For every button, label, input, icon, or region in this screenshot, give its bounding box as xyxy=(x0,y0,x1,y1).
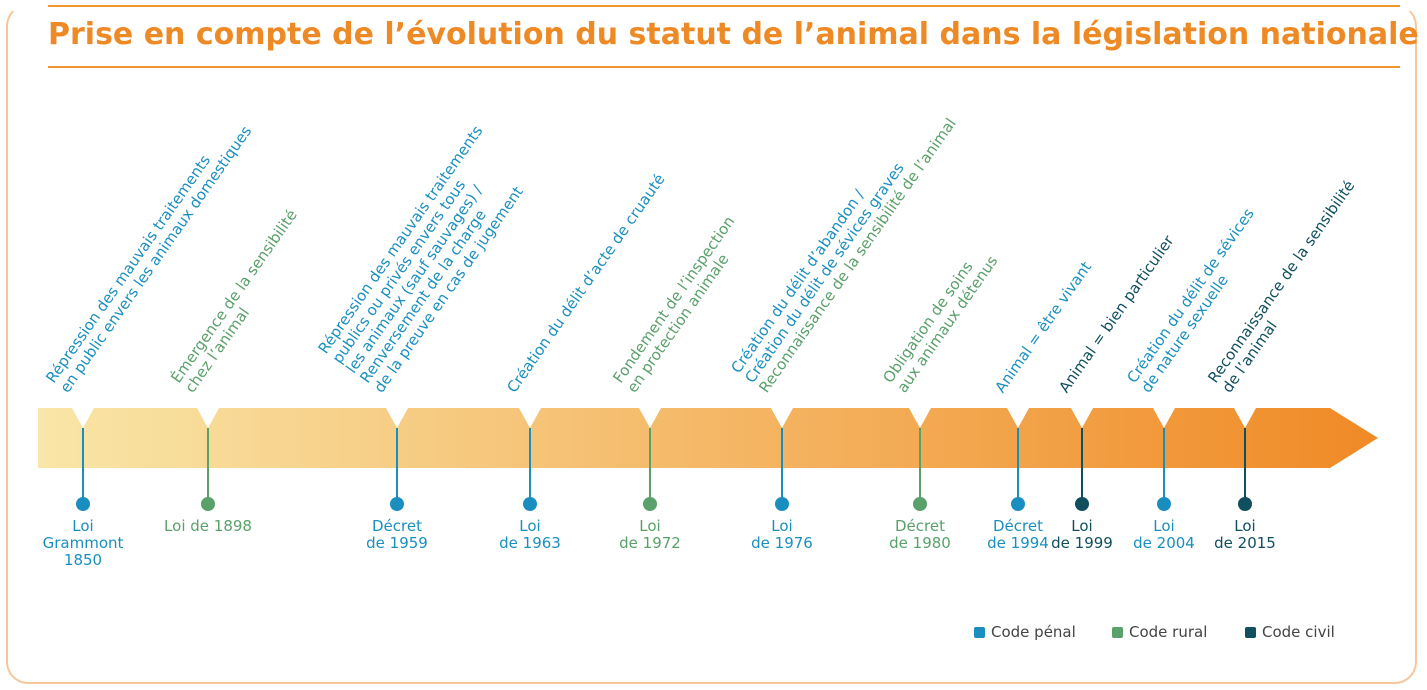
event-date-line: de 2004 xyxy=(1133,534,1195,552)
legend-item-penal: Code pénal xyxy=(974,623,1076,641)
event-date-line: Loi xyxy=(1071,517,1093,535)
legend-label: Code civil xyxy=(1262,623,1335,641)
legend-swatch xyxy=(974,626,985,638)
event-stem xyxy=(1081,428,1083,504)
event-date-line: Décret xyxy=(372,517,422,535)
event-date: Loi de 1976 xyxy=(722,518,842,552)
legend-item-civil: Code civil xyxy=(1245,623,1335,641)
event-dot xyxy=(523,497,537,511)
event-date-line: de 1976 xyxy=(751,534,813,552)
event-date-line: 1850 xyxy=(63,551,103,569)
legend-swatch xyxy=(1112,626,1123,638)
event-date: Loi de 1963 xyxy=(470,518,590,552)
event-dot xyxy=(1157,497,1171,511)
event-date: Loi de 1898 xyxy=(148,518,268,535)
event-stem xyxy=(781,428,783,504)
event-date-line: Grammont xyxy=(42,534,124,552)
event-date: Décret de 1959 xyxy=(337,518,457,552)
event-date-line: Loi xyxy=(1234,517,1256,535)
event-dot xyxy=(1075,497,1089,511)
event-stem xyxy=(919,428,921,504)
event-date-line: de 1972 xyxy=(619,534,681,552)
event-date: Loi de 1999 xyxy=(1022,518,1142,552)
event-stem xyxy=(1163,428,1165,504)
event-date-line: Loi xyxy=(72,517,94,535)
event-date-line: Loi xyxy=(771,517,793,535)
event-stem xyxy=(1244,428,1246,504)
event-date-line: Loi xyxy=(519,517,541,535)
event-dot xyxy=(201,497,215,511)
event-date: Loi de 2004 xyxy=(1104,518,1224,552)
event-date-line: de 2015 xyxy=(1214,534,1276,552)
event-date-line: Décret xyxy=(895,517,945,535)
page-title: Prise en compte de l’évolution du statut… xyxy=(48,17,1419,52)
event-date: Loi de 2015 xyxy=(1185,518,1305,552)
event-stem xyxy=(529,428,531,504)
event-stem xyxy=(649,428,651,504)
event-date-line: de 1959 xyxy=(366,534,428,552)
legend-label: Code rural xyxy=(1129,623,1208,641)
event-dot xyxy=(1011,497,1025,511)
event-date-line: de 1994 xyxy=(987,534,1049,552)
title-rule-bottom xyxy=(48,66,1400,68)
event-dot xyxy=(390,497,404,511)
event-date-line: Loi xyxy=(1153,517,1175,535)
event-dot xyxy=(775,497,789,511)
event-date: Loi Grammont 1850 xyxy=(23,518,143,569)
title-rule-top xyxy=(48,5,1400,7)
event-date: Loi de 1972 xyxy=(590,518,710,552)
event-date-line: de 1963 xyxy=(499,534,561,552)
event-stem xyxy=(82,428,84,504)
event-date-line: Décret xyxy=(993,517,1043,535)
legend-swatch xyxy=(1245,626,1256,638)
event-stem xyxy=(1017,428,1019,504)
legend-label: Code pénal xyxy=(991,623,1076,641)
event-date-line: de 1980 xyxy=(889,534,951,552)
legend-item-rural: Code rural xyxy=(1112,623,1207,641)
event-date-line: Loi xyxy=(639,517,661,535)
event-stem xyxy=(396,428,398,504)
event-dot xyxy=(643,497,657,511)
event-dot xyxy=(913,497,927,511)
event-date-line: de 1999 xyxy=(1051,534,1113,552)
event-dot xyxy=(1238,497,1252,511)
event-stem xyxy=(207,428,209,504)
event-date: Décret de 1994 xyxy=(958,518,1078,552)
event-date-line: Loi de 1898 xyxy=(164,517,252,535)
event-date: Décret de 1980 xyxy=(860,518,980,552)
event-dot xyxy=(76,497,90,511)
infographic-frame xyxy=(6,4,1417,684)
